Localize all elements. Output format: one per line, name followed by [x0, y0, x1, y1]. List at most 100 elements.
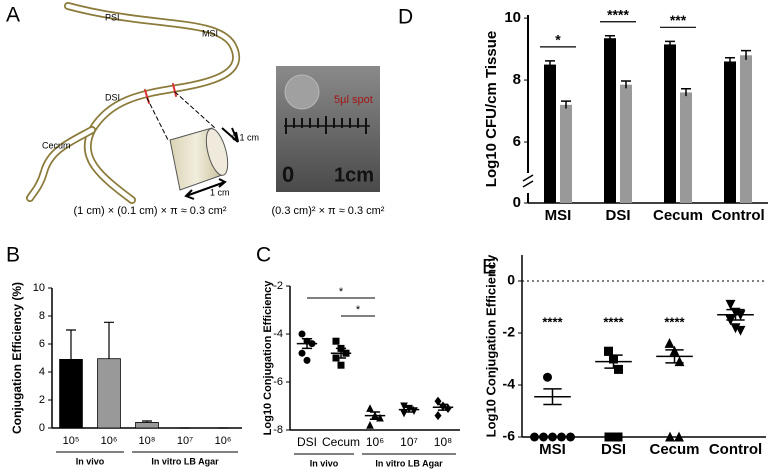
x-tick-label: Cecum [322, 435, 360, 449]
point [332, 337, 340, 345]
error-bar [604, 354, 623, 369]
panel-a: A PSI MSI DSI Cecum 0.1 cm 1 cm (1 cm) ×… [6, 2, 385, 217]
panel-label: A [6, 4, 20, 27]
bar [560, 104, 572, 203]
point [366, 421, 374, 429]
point [674, 431, 684, 442]
error-bar [665, 349, 684, 364]
y-tick-label: -2 [503, 324, 516, 340]
x-tick-label: 10⁸ [434, 435, 452, 449]
y-tick-label: 6 [39, 338, 45, 350]
point [543, 372, 552, 382]
bar [664, 44, 676, 204]
formula: (0.3 cm)² × π ≈ 0.3 cm² [272, 205, 385, 217]
point [604, 432, 614, 442]
point [434, 411, 442, 421]
panel-label: E [482, 256, 496, 279]
intestine [26, 2, 241, 204]
point [366, 404, 374, 412]
significance-label: **** [607, 6, 629, 22]
point [434, 396, 442, 406]
significance-label: **** [542, 314, 563, 329]
error-bar [741, 49, 751, 60]
point [298, 330, 306, 338]
x-tick-label: 10⁶ [366, 435, 384, 449]
y-tick-label: 2 [39, 394, 45, 406]
segment-label: PSI [105, 12, 120, 22]
point [566, 432, 575, 442]
point [400, 409, 408, 418]
error-bar [665, 40, 675, 48]
error-bar [437, 403, 449, 411]
y-tick-label: 0 [507, 272, 515, 288]
error-bar [621, 80, 631, 89]
group-label: In vitro LB Agar [151, 456, 219, 466]
error-bar [142, 420, 152, 423]
segment-label: MSI [202, 28, 218, 38]
y-axis-label: Log10 CFU/cm Tissue [483, 31, 500, 187]
y-tick-label: -4 [503, 376, 516, 392]
x-tick-label: 10⁸ [139, 435, 156, 447]
point [614, 364, 623, 374]
dimension-label: 0.1 cm [232, 132, 259, 142]
y-tick-label: 6 [513, 133, 521, 150]
panel-label: D [398, 6, 413, 29]
significance-label: * [339, 286, 344, 298]
x-tick-label: Control [711, 207, 764, 224]
x-tick-label: 10⁷ [400, 435, 418, 449]
significance-label: *** [670, 12, 687, 28]
x-tick-label: MSI [539, 441, 566, 458]
x-tick-label: 10⁵ [63, 435, 80, 447]
y-axis-label: Log10 Conjugation Efficiency [262, 280, 274, 436]
cylinder [169, 127, 239, 200]
x-tick-label: DSI [297, 435, 317, 449]
error-bar [369, 411, 381, 420]
y-tick-label: 10 [504, 9, 521, 26]
x-tick-label: 10⁶ [215, 435, 232, 447]
point [604, 346, 613, 356]
error-bar [66, 329, 76, 360]
panel-label: B [6, 244, 20, 267]
y-tick-label: -6 [273, 376, 283, 388]
x-tick-label: 10⁷ [177, 435, 193, 447]
error-bar [725, 57, 735, 66]
bar [724, 61, 736, 204]
point [539, 432, 548, 442]
axis-break [522, 174, 534, 188]
y-tick-label: 8 [39, 310, 45, 322]
point [530, 432, 539, 442]
x-tick-label: DSI [601, 441, 626, 458]
point [548, 432, 557, 442]
ruler-label: 0 [282, 162, 294, 187]
significance-label: **** [603, 314, 624, 329]
x-tick-label: 10⁶ [101, 435, 118, 447]
panel-label: C [256, 244, 271, 267]
bar [135, 421, 159, 429]
y-tick-label: -8 [273, 424, 283, 436]
error-bar [545, 60, 555, 69]
photo [276, 66, 380, 192]
x-tick-label: DSI [605, 207, 630, 224]
error-bar [403, 406, 415, 413]
y-tick-label: 0 [39, 422, 45, 434]
point [735, 325, 746, 336]
group-label: In vitro LB Agar [375, 458, 443, 468]
segment-label: Cecum [42, 140, 71, 150]
error-bar [301, 338, 313, 350]
spot-label: 5µl spot [334, 94, 373, 106]
significance-label: * [555, 32, 561, 48]
bar [59, 358, 83, 429]
point [410, 407, 418, 415]
bar [544, 64, 556, 203]
x-tick-label: Control [709, 441, 762, 458]
dimension-label: 1 cm [210, 187, 230, 197]
y-axis-label: Conjugation Efficiency (%) [10, 282, 24, 434]
error-bar [726, 308, 745, 321]
bar [604, 38, 616, 204]
ruler-label: 1cm [334, 164, 374, 186]
bar [680, 92, 692, 203]
error-bar [335, 347, 347, 359]
point [725, 299, 736, 310]
